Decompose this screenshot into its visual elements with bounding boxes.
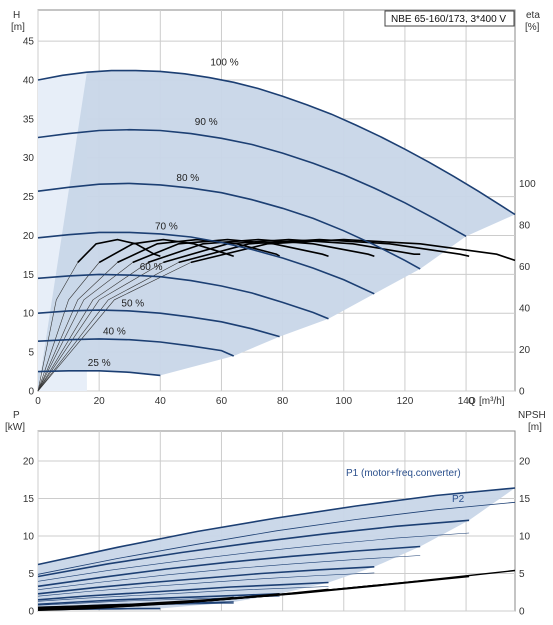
y-tick-label: 0 [28,387,34,398]
head-curve-90 [37,128,467,237]
p2-curve-3 [37,532,470,582]
x-tick-label: 100 [335,396,352,407]
head-efficiency-chart: 100 % 90 % 80 % 70 % 60 % 50 % 40 % 25 % 0 20 40 6… [11,9,540,407]
efficiency-axis-ticks: 0 20 40 60 80 100 [519,179,536,397]
flow-axis-unit: [m³/h] [479,396,505,407]
power-curve-6 [37,581,329,601]
y-tick-label: 15 [23,270,35,281]
flow-axis-label: Q [468,396,476,407]
x-tick-label: 0 [35,396,41,407]
y2-tick-label: 100 [519,179,536,190]
x-tick-label: 60 [216,396,228,407]
flow-axis-ticks: 0 20 40 60 80 100 120 140 [35,396,475,407]
power-axis-ticks: 0 5 10 15 20 [23,457,35,618]
power-tick-label: 5 [28,569,34,580]
head-curves [37,69,516,377]
head-curve-40 [37,338,235,357]
y2-tick-label: 60 [519,262,531,273]
p2-curve-5 [37,572,375,597]
pump-title-box [384,10,515,27]
pump-title: NBE 65-160/173, 3*400 V [391,14,506,25]
y2-tick-label: 0 [519,387,525,398]
y-tick-label: 10 [23,309,35,320]
x-tick-label: 40 [155,396,167,407]
npsh-tick-label: 10 [519,532,531,543]
head-curve-labels: 100 % 90 % 80 % 70 % 60 % 50 % 40 % 25 % [88,57,239,369]
p2-curve-6 [37,586,329,602]
npsh-tick-label: 20 [519,457,531,468]
eta-curve-8 [77,238,161,263]
y2-tick-label: 80 [519,221,531,232]
operating-region [38,70,515,391]
npsh-tick-label: 15 [519,494,531,505]
curve-label: 50 % [121,298,144,309]
x-tick-label: 120 [397,396,414,407]
y-tick-label: 30 [23,153,35,164]
power-curve-5 [37,566,375,595]
npsh-tick-label: 5 [519,569,525,580]
head-axis-ticks: 0 5 10 15 20 25 30 35 40 45 [23,37,35,398]
curve-label: 60 % [140,262,163,273]
npsh-axis-label: NPSH [518,410,546,421]
efficiency-axis-unit: [%] [525,22,540,33]
y-tick-label: 35 [23,114,35,125]
head-curve-80 [37,182,421,270]
curve-label: 25 % [88,358,111,369]
power-tick-label: 0 [28,607,34,618]
power-curves [37,487,516,611]
power-tick-label: 10 [23,532,35,543]
power-curve-2 [37,501,516,575]
efficiency-curves [37,238,516,392]
power-axis-unit: [kW] [5,422,25,433]
npsh-curves [37,569,516,611]
curve-label: 40 % [103,326,126,337]
npsh-axis-unit: [m] [528,422,542,433]
power-curve-3 [37,519,470,578]
curve-label: 90 % [195,117,218,128]
p2-curve-4 [37,555,421,590]
npsh-tick-label: 0 [519,607,525,618]
y-tick-label: 5 [28,348,34,359]
power-npsh-chart: 0 5 10 15 20 0 5 10 15 20 P [kW] NPSH [m] P1 (mo… [5,410,546,618]
head-curve-50 [37,309,280,338]
y-tick-label: 20 [23,231,35,242]
eta-curve-5 [132,238,329,264]
x-tick-label: 140 [458,396,475,407]
power-tick-label: 15 [23,494,35,505]
eta-curve-4 [147,238,375,264]
eta-curve-7 [98,238,234,264]
power-curve-4 [37,545,421,588]
y-tick-label: 40 [23,75,35,86]
npsh-curve-8 [37,602,161,611]
head-axis-unit: [m] [11,22,25,33]
p1-series-label: P1 (motor+freq.converter) [346,468,461,479]
npsh-axis-ticks: 0 5 10 15 20 [519,457,531,618]
power-curve-1 [37,487,516,566]
y-tick-label: 25 [23,192,35,203]
power-tick-label: 20 [23,457,35,468]
power-curve-7 [37,593,280,606]
head-curve-25 [37,370,161,377]
eta-curve-1 [190,238,516,264]
x-tick-label: 80 [277,396,289,407]
power-axis-label: P [13,410,20,421]
eta-curve-3 [163,238,421,264]
curve-label: 80 % [176,173,199,184]
curve-label: 70 % [155,221,178,232]
y-tick-label: 45 [23,37,35,48]
head-curve-70 [37,231,375,295]
efficiency-axis-label: eta [526,10,540,21]
p2-series-label: P2 [452,494,465,505]
x-tick-label: 20 [94,396,106,407]
curve-label: 100 % [210,57,238,68]
y2-tick-label: 40 [519,304,531,315]
y2-tick-label: 20 [519,345,531,356]
head-curve-60 [37,273,329,320]
head-curve-100 [37,69,516,216]
head-axis-label: H [13,10,20,21]
